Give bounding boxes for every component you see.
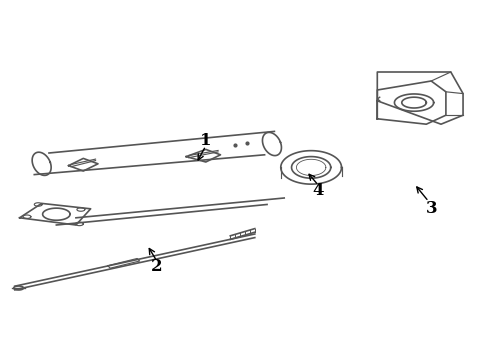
Text: 1: 1: [200, 132, 212, 149]
Text: 3: 3: [425, 200, 437, 217]
Text: 4: 4: [313, 182, 324, 199]
Text: 2: 2: [151, 258, 163, 275]
